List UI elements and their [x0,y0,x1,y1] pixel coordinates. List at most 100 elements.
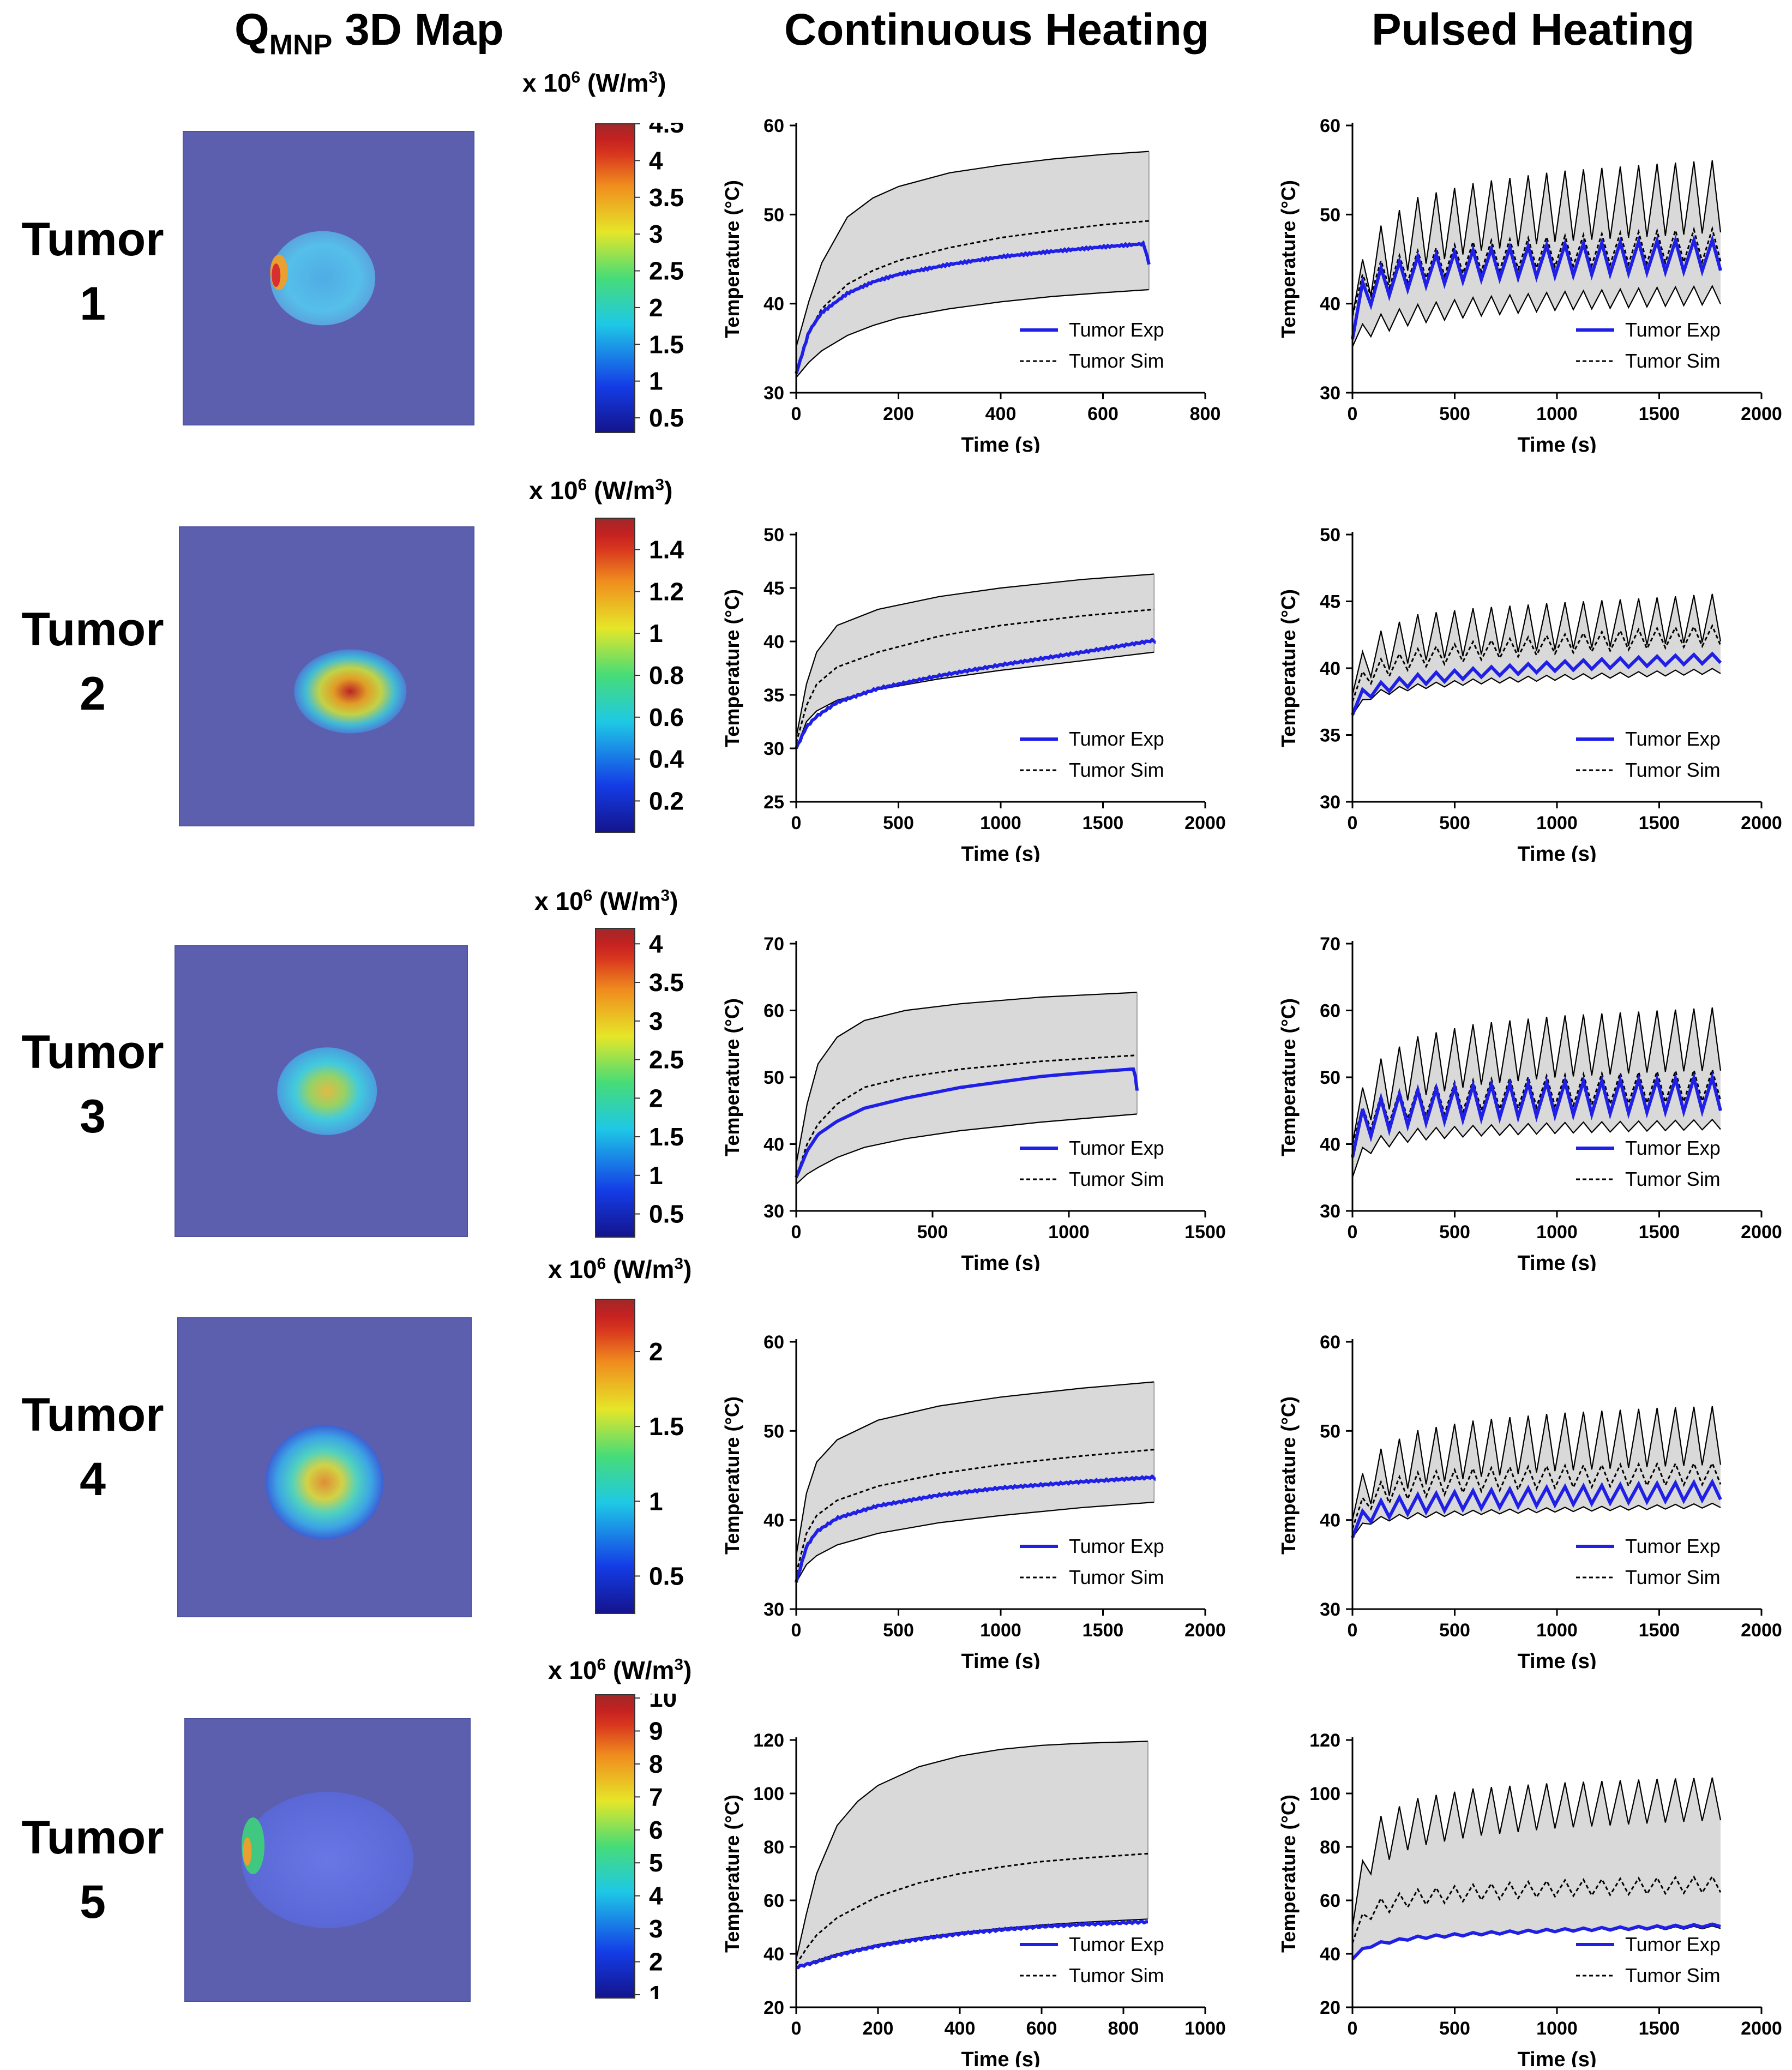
y-tick-label: 45 [763,578,784,599]
y-tick-label: 30 [763,1599,784,1620]
row-label-number: 5 [80,1876,106,1928]
y-tick-label: 40 [1320,1944,1340,1965]
x-tick-label: 2000 [1184,813,1226,833]
colorbar-tick-label: 1 [649,1487,663,1515]
y-tick-label: 50 [1320,205,1340,225]
y-axis-label: Temperature (°C) [721,589,743,747]
x-tick-label: 2000 [1741,1620,1782,1641]
colorbar-tick-label: 4 [649,929,663,958]
colorbar-tick-label: 0.2 [649,787,684,815]
colorbar-tick-label: 2 [649,293,663,322]
series-tumor-exp [1351,1922,1721,1960]
chart-tumor3-continuous: 0 500 1000 1500 30 40 50 60 70 Time (s) Temperatur… [703,911,1249,1275]
unit-prefix: x 10 [522,69,572,97]
y-tick-label: 80 [1320,1837,1340,1858]
chart-svg: 0 500 1000 1500 2000 30 40 50 60 Time (s) Temperat… [1277,116,1782,457]
legend-sim-label: Tumor Sim [1625,1964,1721,1987]
y-tick-label: 60 [763,1891,784,1911]
legend-sim-label: Tumor Sim [1069,1168,1164,1190]
band-lower-line [796,1501,1154,1583]
x-tick-label: 200 [863,2018,894,2039]
band-upper-line [795,992,1138,1165]
confidence-band [796,992,1137,1184]
colorbar-tick-label: 7 [649,1783,663,1811]
colorbar-tumor5: 10 9 8 7 6 5 4 3 2 1 [594,1684,703,2009]
y-tick-label: 70 [1320,934,1340,955]
y-tick-label: 50 [763,525,784,545]
x-tick-label: 1000 [1536,404,1578,424]
colorbar-tick-label: 3.5 [649,968,684,997]
colorbar-tick-label: 0.5 [649,1562,684,1590]
tumor-surface [277,1047,377,1135]
row-label-word: Tumor [21,213,164,266]
chart-tumor1-pulsed: 0 500 1000 1500 2000 30 40 50 60 Time (s) Temperat… [1260,93,1792,457]
y-tick-label: 35 [763,685,784,706]
legend-exp-label: Tumor Exp [1625,319,1721,341]
unit-prefix: x 10 [548,1255,597,1283]
x-tick-label: 1500 [1639,813,1680,833]
y-tick-label: 80 [763,1837,784,1858]
unit-exp: 6 [571,68,581,87]
header-qmnp-3d-map: QMNP 3D Map [234,4,504,61]
series-tumor-exp [795,1474,1156,1583]
legend-exp-label: Tumor Exp [1625,1535,1721,1557]
legend-sim-label: Tumor Sim [1625,1168,1721,1190]
y-tick-label: 40 [763,632,784,652]
colorbar-tick-label: 3.5 [649,183,684,212]
chart-svg: 0 500 1000 1500 2000 30 40 50 60 Time (s) Temperat… [1277,1332,1782,1673]
colorbar-tick-label: 4.5 [649,123,684,138]
y-tick-label: 40 [1320,1510,1340,1531]
x-tick-label: 1000 [1536,813,1578,833]
series-tumor-exp [795,240,1151,374]
band-upper-line [795,1381,1154,1556]
y-tick-label: 60 [1320,1001,1340,1022]
chart-svg: 0 200 400 600 800 30 40 50 60 Time (s) Temperature… [721,116,1220,457]
colorbar-unit-label: x 106 (W/m3) [548,1655,691,1685]
x-axis-label: Time (s) [1517,1650,1596,1669]
y-tick-label: 40 [763,294,784,315]
colorbar-tick-label: 2.5 [649,1046,684,1074]
x-tick-label: 0 [791,1620,802,1641]
colorbar-tick-label: 1 [649,1161,663,1190]
band-lower-line [1352,668,1721,716]
unit-cube: 3 [674,1655,684,1674]
chart-svg: 0 500 1000 1500 2000 30 35 40 45 50 Time (s) Temper… [1277,525,1782,866]
x-axis-label: Time (s) [1517,1252,1596,1271]
y-tick-label: 25 [763,792,784,813]
y-tick-label: 60 [763,1001,784,1022]
y-tick-label: 100 [753,1784,784,1804]
colorbar-tick-label: 10 [649,1694,677,1712]
colorbar-tumor4: 2 1.5 1 0.5 [594,1298,703,1615]
y-tick-label: 50 [1320,525,1340,545]
y-tick-label: 40 [763,1135,784,1155]
colorbar-unit-label: x 106 (W/m3) [548,1255,691,1284]
confidence-band [796,1741,1148,1967]
x-axis-label: Time (s) [961,434,1040,453]
chart-svg: 0 500 1000 1500 30 40 50 60 70 Time (s) Temperatur… [721,934,1226,1275]
y-tick-label: 60 [1320,1891,1340,1911]
row-label-number: 1 [80,278,106,330]
y-tick-label: 40 [1320,1135,1340,1155]
x-tick-label: 400 [945,2018,976,2039]
x-tick-label: 2000 [1741,404,1782,424]
x-tick-label: 0 [791,813,802,833]
colorbar-tick-label: 0.5 [649,404,684,432]
y-axis-label: Temperature (°C) [1277,1396,1300,1555]
x-tick-label: 1000 [1184,2018,1226,2039]
series-tumor-sim [795,1852,1148,1965]
x-axis-label: Time (s) [961,2048,1040,2067]
unit-main: (W/m [580,69,649,97]
series-tumor-exp [796,1919,1148,1970]
y-tick-label: 50 [763,1421,784,1442]
series-tumor-exp [1351,1071,1722,1158]
band-upper-line [1351,160,1722,317]
unit-prefix: x 10 [534,887,584,915]
row-label-tumor1: Tumor 1 [5,207,180,336]
y-tick-label: 40 [1320,658,1340,679]
colorbar-tick-label: 0.4 [649,745,684,773]
x-tick-label: 600 [1087,404,1119,424]
series-tumor-exp [1351,234,1722,340]
colorbar-tick-label: 2 [649,1084,663,1112]
series-tumor-exp [795,638,1156,749]
tumor-surface [270,231,376,326]
